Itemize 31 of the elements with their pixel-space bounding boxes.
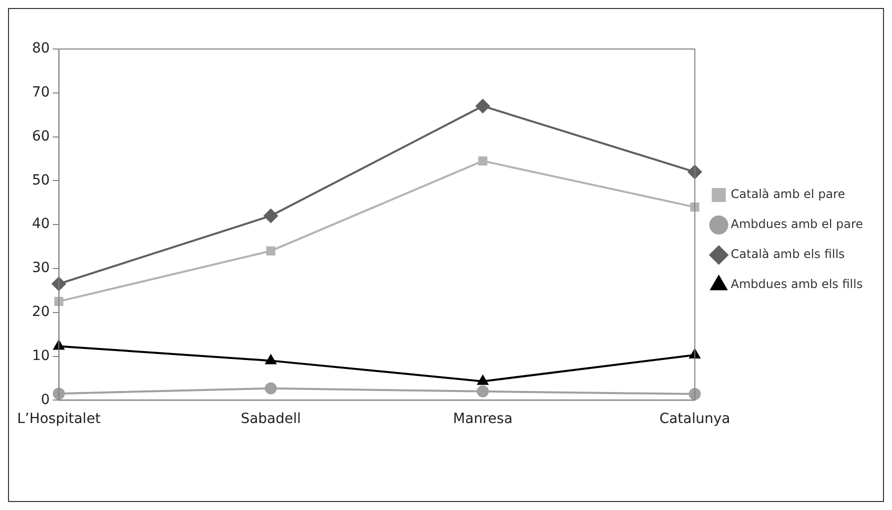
point [477, 375, 488, 385]
y-tick-label: 50 [32, 172, 50, 188]
y-tick-label: 40 [32, 216, 50, 232]
y-tick-label: 70 [32, 84, 50, 101]
legend-label: Català amb el pare [730, 187, 846, 202]
legend-label: Ambdues amb els fills [730, 277, 863, 292]
point [478, 156, 488, 166]
legend-label: Català amb els fills [730, 247, 845, 262]
point [476, 99, 490, 114]
point [265, 354, 276, 364]
point [689, 348, 700, 358]
point [266, 246, 276, 256]
point [264, 208, 278, 223]
point [54, 296, 64, 306]
x-tick-label: L’Hospitalet [17, 411, 102, 428]
y-tick-label: 0 [40, 392, 50, 408]
legend-label: Ambdues amb el pare [730, 217, 863, 232]
x-tick-label: Sabadell [240, 411, 301, 428]
y-tick-label: 60 [32, 128, 50, 144]
point [476, 385, 489, 398]
point [690, 202, 700, 212]
point [52, 388, 65, 400]
y-tick-label: 10 [32, 348, 50, 364]
x-tick-label: Catalunya [659, 411, 730, 428]
y-tick-label: 80 [32, 40, 50, 57]
y-tick-label: 20 [32, 304, 50, 320]
point [688, 388, 701, 400]
point [264, 382, 277, 394]
point [688, 164, 702, 179]
x-tick-label: Manresa [453, 411, 513, 428]
y-tick-label: 30 [32, 260, 50, 276]
